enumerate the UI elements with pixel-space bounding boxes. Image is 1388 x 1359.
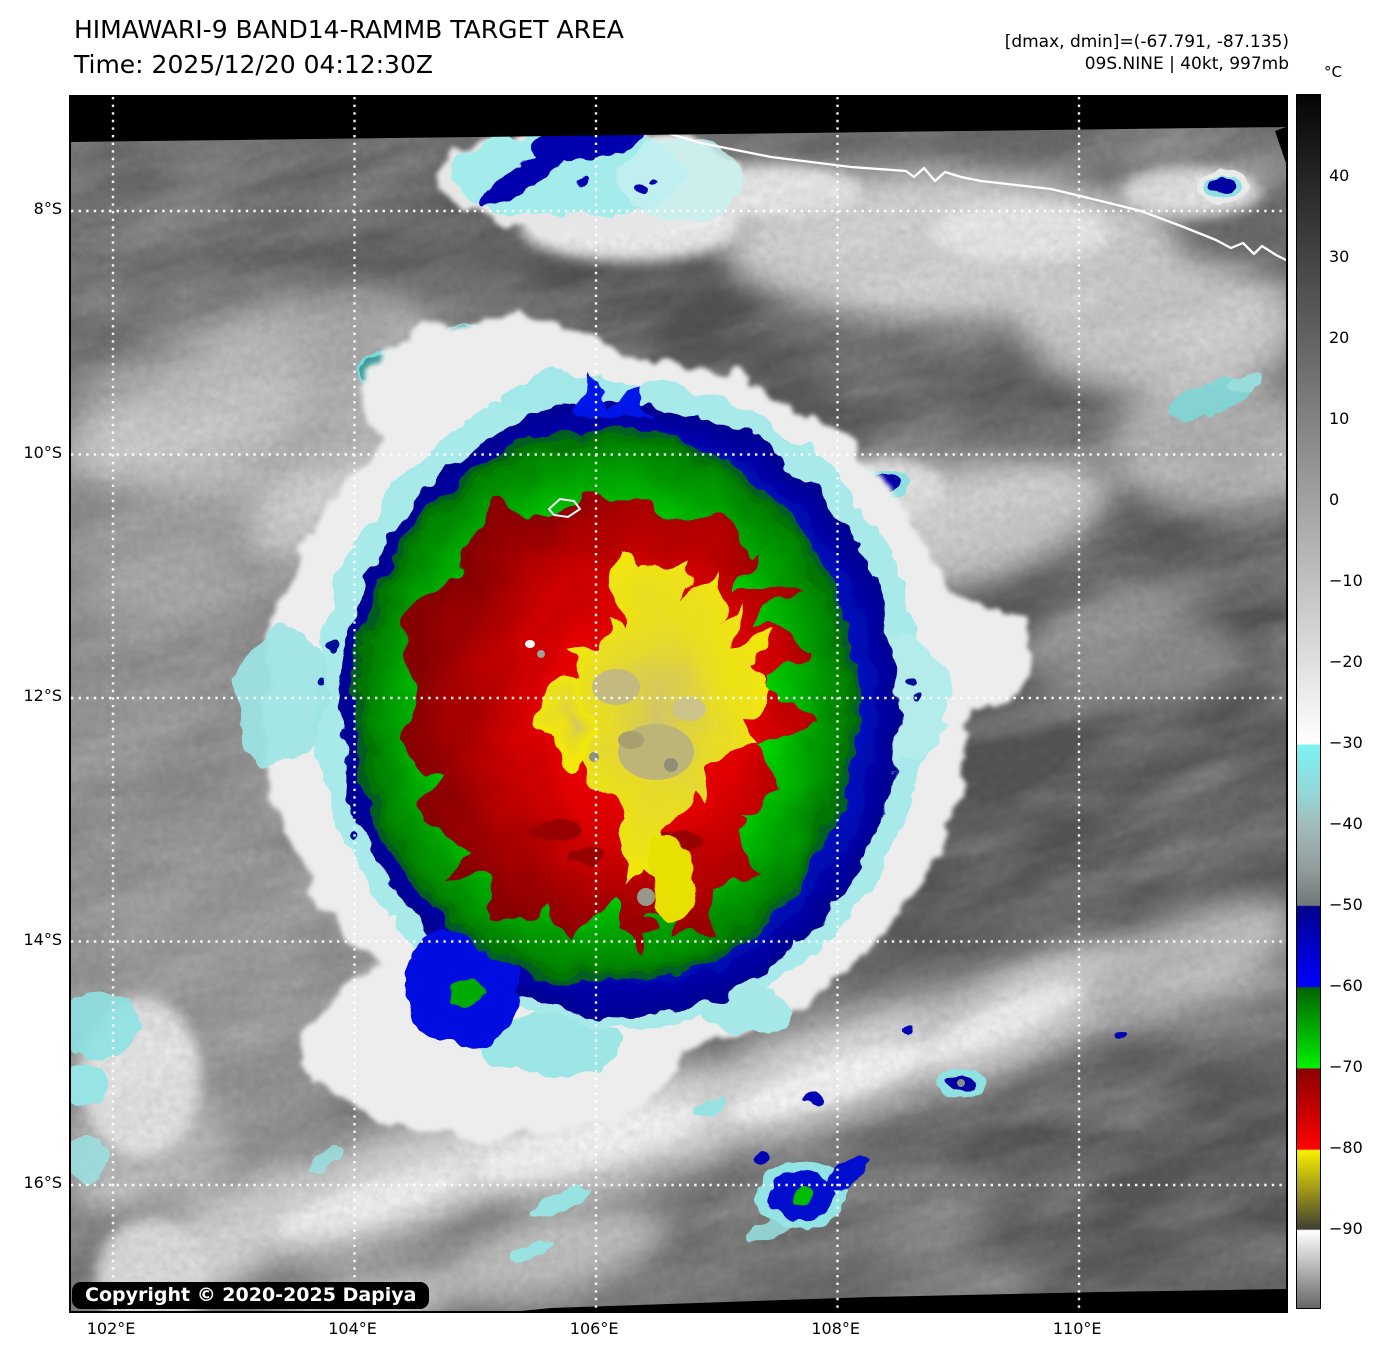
dmax-dmin-readout: [dmax, dmin]=(-67.791, -87.135) xyxy=(1004,32,1289,52)
annotation-block: [dmax, dmin]=(-67.791, -87.135) 09S.NINE… xyxy=(1005,31,1289,75)
colorbar-tick-label: −30 xyxy=(1329,733,1363,753)
island-spot xyxy=(525,640,535,648)
longitude-label: 104°E xyxy=(328,1319,377,1338)
colorbar-tick-label: −80 xyxy=(1329,1138,1363,1158)
scan-edge-black-bands xyxy=(71,97,1286,1311)
satellite-image xyxy=(71,97,1286,1311)
gridlines xyxy=(71,97,1286,1311)
latitude-label: 16°S xyxy=(23,1173,62,1193)
latitude-label: 10°S xyxy=(23,442,62,462)
longitude-label: 110°E xyxy=(1052,1319,1102,1338)
timestamp: Time: 2025/12/20 04:12:30Z xyxy=(74,50,433,79)
satellite-map: Copyright © 2020-2025 Dapiya xyxy=(69,95,1288,1313)
colorbar-tick-label: −40 xyxy=(1329,814,1363,834)
latitude-label: 14°S xyxy=(23,929,62,949)
colorbar-tick-label: −70 xyxy=(1329,1057,1363,1077)
colorbar-tick-label: −20 xyxy=(1329,652,1363,672)
colorbar-tick-label: 40 xyxy=(1329,166,1350,186)
cyclone-yellow-core xyxy=(541,547,773,917)
colorbar xyxy=(1296,94,1321,1309)
island-outline xyxy=(547,497,582,519)
colorbar-tick-label: 0 xyxy=(1329,490,1340,510)
longitude-label: 102°E xyxy=(86,1319,136,1338)
colorbar-tick-label: 20 xyxy=(1329,328,1350,348)
colorbar-tick-label: −60 xyxy=(1329,976,1363,996)
copyright-badge: Copyright © 2020-2025 Dapiya xyxy=(72,1282,430,1309)
cyclone xyxy=(236,317,1031,1137)
warm-spots-in-core xyxy=(589,669,706,906)
longitude-label: 108°E xyxy=(811,1319,860,1338)
storm-id-intensity: 09S.NINE | 40kt, 997mb xyxy=(1084,54,1289,74)
coastline-java xyxy=(644,97,1286,262)
colorbar-tick-label: 30 xyxy=(1329,247,1350,267)
title-block: HIMAWARI-9 BAND14-RAMMB TARGET AREA Time… xyxy=(74,12,624,82)
longitude-label: 106°E xyxy=(569,1319,619,1338)
colorbar-tick-label: −50 xyxy=(1329,895,1363,915)
latitude-label: 12°S xyxy=(23,686,62,706)
latitude-label: 8°S xyxy=(33,198,62,218)
colorbar-tick-label: −90 xyxy=(1329,1219,1363,1239)
colorbar-unit-label: °C xyxy=(1324,63,1342,81)
product-title: HIMAWARI-9 BAND14-RAMMB TARGET AREA xyxy=(74,15,624,44)
colorbar-tick-label: −10 xyxy=(1329,571,1363,591)
colorbar-tick-label: 10 xyxy=(1329,409,1350,429)
